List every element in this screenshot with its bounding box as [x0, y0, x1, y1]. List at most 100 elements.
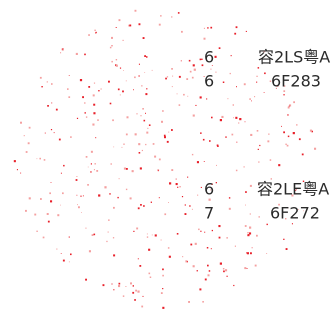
speckle: [70, 136, 72, 138]
speckle: [20, 173, 21, 174]
speckle: [138, 143, 140, 145]
speckle: [251, 101, 252, 102]
speckle: [116, 27, 117, 28]
speckle: [135, 10, 137, 12]
speckle: [123, 70, 124, 71]
speckle: [80, 79, 82, 81]
speckle: [85, 279, 87, 281]
speckle: [215, 72, 216, 73]
speckle: [139, 64, 140, 65]
speckle: [137, 291, 139, 293]
speckle: [200, 231, 201, 232]
speckle: [144, 55, 146, 57]
speckle: [233, 104, 234, 105]
speckle: [283, 239, 284, 240]
speckle: [236, 86, 237, 87]
speckle: [159, 159, 161, 161]
speckle: [204, 38, 206, 40]
speckle: [204, 28, 205, 29]
speckle: [110, 103, 112, 105]
speckle: [94, 83, 95, 84]
speckle: [149, 273, 151, 275]
speckle: [159, 24, 161, 26]
speckle: [111, 163, 112, 164]
speckle: [108, 232, 109, 233]
speckle: [82, 96, 84, 98]
speckle: [256, 76, 257, 77]
speckle: [70, 254, 72, 256]
speckle: [187, 177, 188, 178]
speckle: [202, 301, 204, 303]
speckle: [249, 232, 251, 234]
speckle: [89, 250, 91, 252]
speckle: [296, 124, 297, 125]
speckle: [39, 158, 41, 160]
speckle: [84, 102, 85, 103]
speckle: [111, 37, 113, 39]
speckle: [60, 52, 61, 53]
row-code: 6F283: [271, 72, 321, 91]
speckle: [200, 96, 202, 98]
speckle: [162, 110, 164, 112]
speckle: [96, 32, 97, 33]
speckle: [223, 271, 225, 273]
speckle: [142, 108, 144, 110]
speckle: [92, 124, 94, 126]
speckle: [250, 213, 251, 214]
speckle: [231, 55, 232, 56]
speckle: [226, 237, 228, 239]
speckle: [230, 73, 231, 74]
speckle: [179, 104, 181, 106]
speckle: [122, 91, 124, 93]
speckle: [258, 67, 260, 69]
speckle: [40, 77, 42, 79]
speckle: [147, 128, 148, 129]
speckle: [113, 289, 114, 290]
speckle: [164, 135, 166, 137]
speckle: [250, 252, 252, 254]
speckle: [179, 186, 180, 187]
speckle: [76, 176, 77, 177]
speckle: [63, 165, 65, 167]
speckle: [162, 288, 163, 289]
speckle: [139, 152, 141, 154]
speckle: [26, 151, 28, 153]
speckle: [68, 96, 70, 98]
speckle: [117, 197, 118, 198]
speckle: [189, 205, 190, 206]
speckle: [171, 169, 173, 171]
speckle: [129, 25, 131, 27]
speckle: [216, 165, 217, 166]
speckle: [29, 197, 31, 199]
speckle: [188, 301, 190, 303]
speckle: [141, 85, 142, 86]
speckle: [245, 121, 246, 122]
speckle: [199, 288, 201, 290]
speckle: [258, 161, 259, 162]
speckle: [94, 30, 95, 31]
speckle: [172, 86, 173, 87]
speckle: [86, 156, 88, 158]
speckle: [203, 139, 205, 141]
speckle: [136, 113, 137, 114]
speckle: [140, 204, 142, 206]
speckle: [47, 213, 49, 215]
speckle: [287, 145, 289, 147]
speckle: [235, 246, 236, 247]
speckle: [112, 45, 113, 46]
speckle: [177, 93, 178, 94]
speckle: [176, 179, 177, 180]
speckle: [281, 126, 282, 127]
speckle: [267, 224, 268, 225]
speckle: [219, 237, 221, 239]
speckle: [123, 144, 124, 145]
speckle: [113, 207, 115, 209]
speckle: [145, 93, 147, 95]
speckle: [169, 256, 171, 258]
speckle: [59, 139, 61, 141]
speckle: [289, 106, 290, 107]
speckle: [123, 40, 124, 41]
speckle: [120, 68, 121, 69]
speckle: [179, 76, 181, 78]
speckle: [194, 69, 196, 71]
